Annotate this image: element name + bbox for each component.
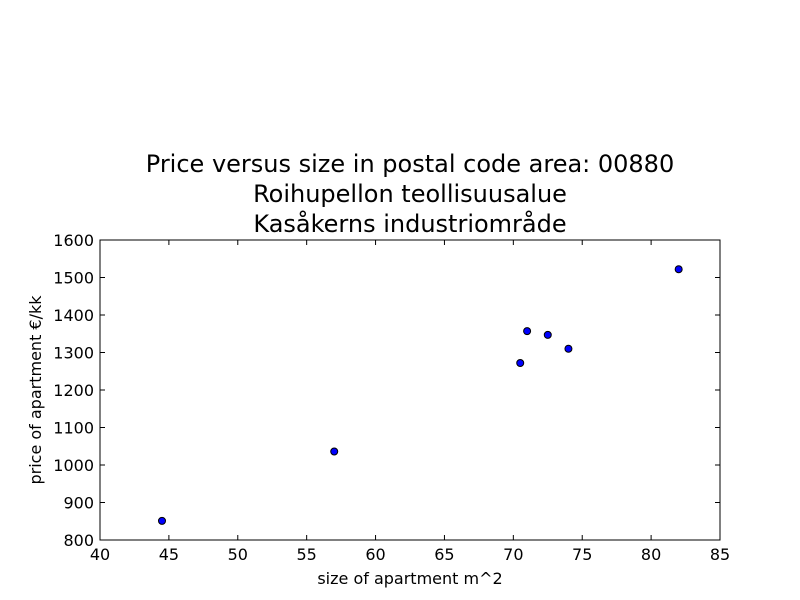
x-axis-label: size of apartment m^2 [317,569,502,588]
plot-area [99,239,721,541]
y-tick-label: 1500 [53,269,94,288]
data-point [330,447,339,456]
data-point [158,516,166,525]
y-axis-label: price of apartment €/kk [26,295,45,485]
x-tick-label: 40 [90,545,110,564]
title-line-2: Roihupellon teollisuusalue [253,180,567,208]
data-point [523,327,532,336]
data-points [158,265,683,525]
data-point [543,330,552,339]
chart-title: Price versus size in postal code area: 0… [146,150,674,238]
y-tick-label: 1000 [53,456,94,475]
y-tick-label: 1100 [53,419,94,438]
y-tick-label: 1400 [53,306,94,325]
x-tick-label: 55 [296,545,316,564]
x-tick-label: 80 [641,545,661,564]
data-point [516,359,525,367]
title-line-3: Kasåkerns industriområde [253,209,566,238]
x-tick-label: 45 [159,545,179,564]
x-axis: 40 45 50 55 60 65 70 75 80 85 [90,240,730,564]
x-tick-label: 50 [228,545,248,564]
data-point [674,265,683,274]
y-tick-label: 800 [63,531,94,550]
y-axis: 800 900 1000 1100 1200 1300 1400 1500 1600 [53,231,720,550]
x-tick-label: 70 [503,545,523,564]
x-tick-label: 65 [434,545,454,564]
data-point [564,344,573,353]
x-tick-label: 85 [710,545,730,564]
y-tick-label: 1600 [53,231,94,250]
y-tick-label: 900 [63,494,94,513]
y-tick-label: 1200 [53,381,94,400]
x-tick-label: 75 [572,545,592,564]
x-tick-label: 60 [365,545,385,564]
title-line-1: Price versus size in postal code area: 0… [146,150,674,178]
y-tick-label: 1300 [53,344,94,363]
